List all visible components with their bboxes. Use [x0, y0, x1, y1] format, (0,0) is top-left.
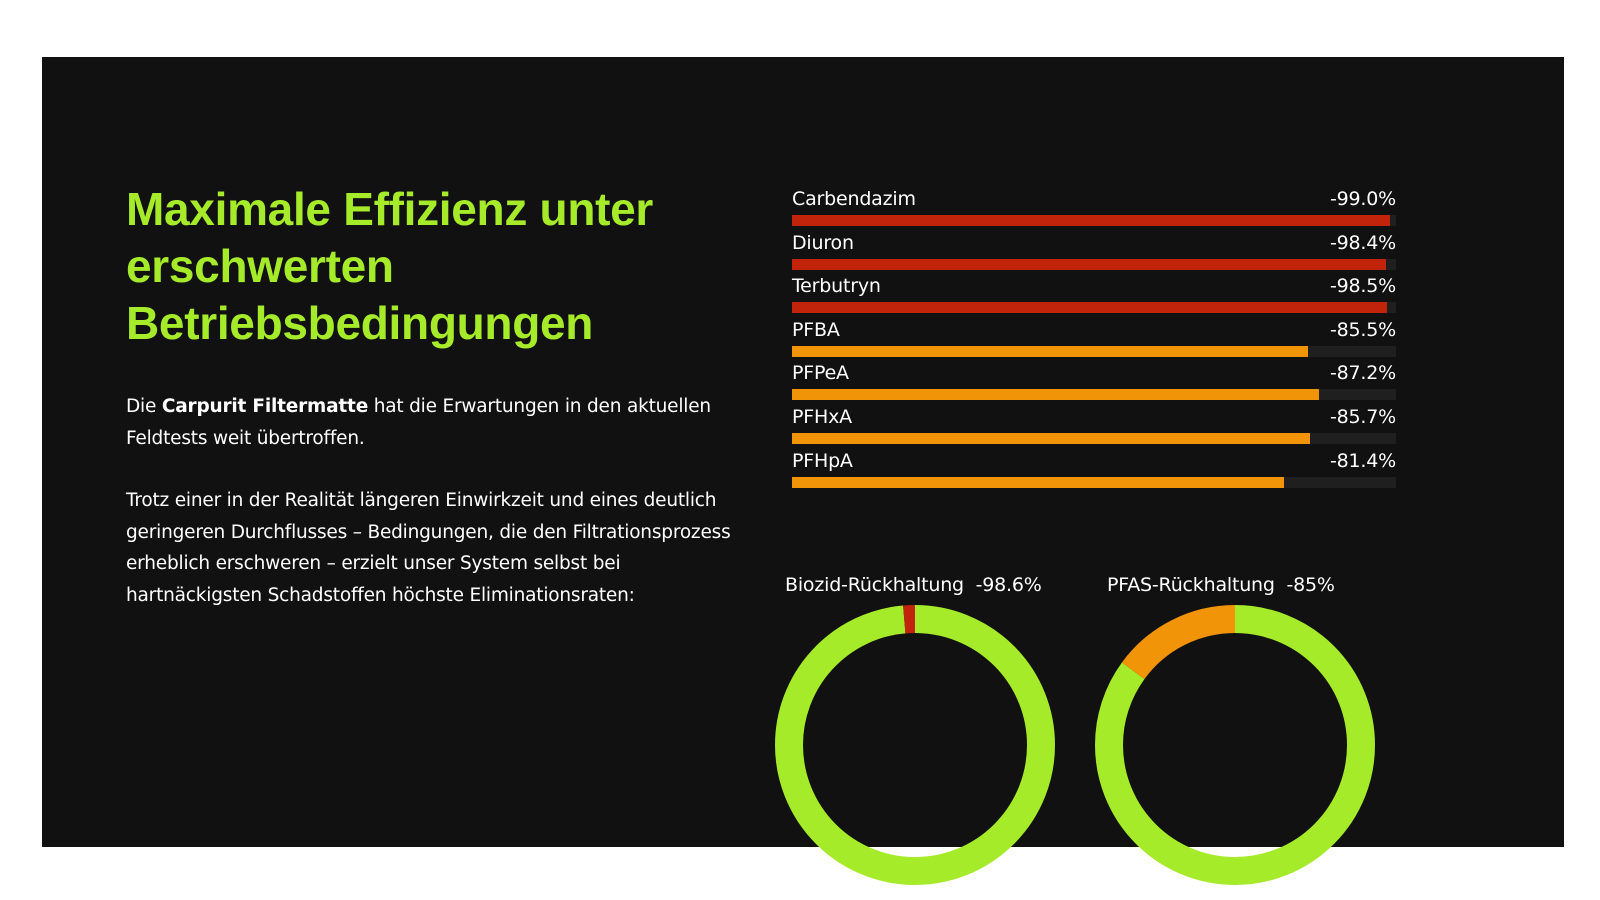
- conditions-paragraph: Trotz einer in der Realität längeren Ein…: [126, 490, 731, 606]
- bar-value-terbutryn: -98.5%: [1329, 275, 1396, 298]
- bar-label-pfpea: PFPeA: [792, 362, 849, 385]
- bar-pfhxa: [792, 433, 1310, 444]
- bar-track-pfpea: [792, 389, 1396, 401]
- bar-track-terbutryn: [792, 302, 1396, 314]
- bar-track-carbendazim: [792, 215, 1396, 226]
- bar-row-pfpea: PFPeA -87.2%: [792, 362, 1396, 406]
- intro-paragraph: Die Carpurit Filtermatte hat die Erwartu…: [126, 391, 738, 454]
- bar-value-carbendazim: -99.0%: [1329, 188, 1396, 210]
- bar-track-diuron: [792, 258, 1396, 270]
- bar-value-pfhxa: -85.7%: [1329, 406, 1396, 428]
- bar-track-pfhpa: [792, 476, 1396, 488]
- donut-title-pfas: PFAS-Rückhaltung -85%: [1107, 574, 1335, 596]
- donut-label-biozid: Biozid-Rückhaltung: [785, 574, 964, 596]
- content-panel: Maximale Effizienz unter erschwerten Bet…: [42, 57, 1564, 885]
- bar-label-pfba: PFBA: [792, 318, 840, 341]
- bar-value-diuron: -98.4%: [1329, 231, 1396, 254]
- bar-value-pfhpa: -81.4%: [1329, 449, 1396, 472]
- bar-track-pfba: [792, 345, 1396, 357]
- bar-label-diuron: Diuron: [792, 231, 854, 254]
- bar-carbendazim: [792, 215, 1390, 226]
- bar-row-carbendazim: Carbendazim -99.0%: [792, 188, 1396, 232]
- bar-row-pfhpa: PFHpA -81.4%: [792, 450, 1396, 494]
- bar-row-terbutryn: Terbutryn -98.5%: [792, 275, 1396, 319]
- bar-terbutryn: [792, 302, 1387, 314]
- donut-value-pfas: -85%: [1286, 574, 1335, 596]
- donut-chart-biozid: [775, 605, 1055, 885]
- bar-label-terbutryn: Terbutryn: [792, 275, 881, 298]
- donut-slice-biozid-retained: [775, 605, 1055, 885]
- donut-chart-pfas: [1095, 605, 1375, 885]
- bar-diuron: [792, 258, 1387, 270]
- bar-track-pfhxa: [792, 433, 1396, 444]
- bar-row-pfhxa: PFHxA -85.7%: [792, 406, 1396, 450]
- bar-value-pfpea: -87.2%: [1329, 362, 1396, 385]
- bar-row-pfba: PFBA -85.5%: [792, 319, 1396, 363]
- body-text: Die Carpurit Filtermatte hat die Erwartu…: [126, 391, 738, 611]
- bar-pfpea: [792, 389, 1319, 401]
- bar-row-diuron: Diuron -98.4%: [792, 232, 1396, 276]
- bar-label-pfhpa: PFHpA: [792, 449, 853, 472]
- donut-slice-biozid-remaining: [775, 605, 1055, 885]
- bar-pfba: [792, 345, 1309, 357]
- bar-label-carbendazim: Carbendazim: [792, 188, 916, 210]
- donut-value-biozid: -98.6%: [975, 574, 1042, 596]
- bar-label-pfhxa: PFHxA: [792, 406, 852, 428]
- bar-pfhpa: [792, 476, 1284, 488]
- donut-label-pfas: PFAS-Rückhaltung: [1107, 574, 1275, 596]
- bar-value-pfba: -85.5%: [1329, 318, 1396, 341]
- intro-prefix: Die: [126, 396, 162, 417]
- product-name: Carpurit Filtermatte: [161, 396, 369, 417]
- donut-title-biozid: Biozid-Rückhaltung -98.6%: [785, 574, 1042, 596]
- donut-slice-pfas-remaining: [1095, 605, 1375, 885]
- intro-suffix: hat die Erwartungen in den aktuellen Fel…: [126, 396, 711, 449]
- headline: Maximale Effizienz unter erschwerten Bet…: [126, 183, 654, 349]
